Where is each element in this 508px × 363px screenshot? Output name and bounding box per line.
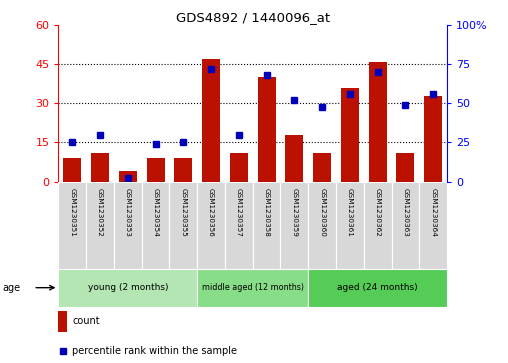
Bar (313, 153, 331, 182)
Bar (146, 158, 165, 182)
Text: GSM1230364: GSM1230364 (430, 188, 436, 237)
Text: GSM1230353: GSM1230353 (125, 188, 131, 237)
Bar (419, 182, 447, 269)
Bar (58, 269, 197, 307)
Bar (114, 182, 142, 269)
Bar (280, 182, 308, 269)
Bar (336, 182, 364, 269)
Bar (202, 59, 220, 182)
Bar (369, 62, 387, 182)
Text: age: age (3, 283, 21, 293)
Text: aged (24 months): aged (24 months) (337, 283, 418, 292)
Bar (170, 182, 197, 269)
Bar (197, 182, 225, 269)
Text: GSM1230363: GSM1230363 (402, 188, 408, 237)
Bar (64, 158, 81, 182)
Bar (119, 171, 137, 182)
Text: GSM1230359: GSM1230359 (292, 188, 297, 237)
Text: GDS4892 / 1440096_at: GDS4892 / 1440096_at (176, 11, 330, 24)
Text: young (2 months): young (2 months) (87, 283, 168, 292)
Text: percentile rank within the sample: percentile rank within the sample (72, 346, 237, 356)
Text: GSM1230354: GSM1230354 (152, 188, 158, 237)
Bar (58, 311, 67, 332)
Text: GSM1230352: GSM1230352 (97, 188, 103, 237)
Bar (58, 182, 86, 269)
Bar (142, 182, 170, 269)
Text: GSM1230356: GSM1230356 (208, 188, 214, 237)
Bar (392, 182, 419, 269)
Text: GSM1230361: GSM1230361 (347, 188, 353, 237)
Text: GSM1230351: GSM1230351 (69, 188, 75, 237)
Bar (396, 153, 415, 182)
Text: GSM1230360: GSM1230360 (319, 188, 325, 237)
Bar (225, 182, 253, 269)
Text: GSM1230355: GSM1230355 (180, 188, 186, 237)
Bar (308, 269, 447, 307)
Bar (197, 269, 308, 307)
Bar (285, 135, 303, 182)
Bar (253, 182, 280, 269)
Text: count: count (72, 317, 100, 326)
Text: GSM1230362: GSM1230362 (374, 188, 380, 237)
Bar (258, 77, 276, 182)
Bar (341, 88, 359, 182)
Text: GSM1230358: GSM1230358 (264, 188, 270, 237)
Bar (91, 153, 109, 182)
Bar (424, 95, 442, 182)
Text: GSM1230357: GSM1230357 (236, 188, 242, 237)
Bar (364, 182, 392, 269)
Bar (230, 153, 248, 182)
Bar (174, 158, 193, 182)
Text: middle aged (12 months): middle aged (12 months) (202, 283, 304, 292)
Bar (308, 182, 336, 269)
Bar (86, 182, 114, 269)
